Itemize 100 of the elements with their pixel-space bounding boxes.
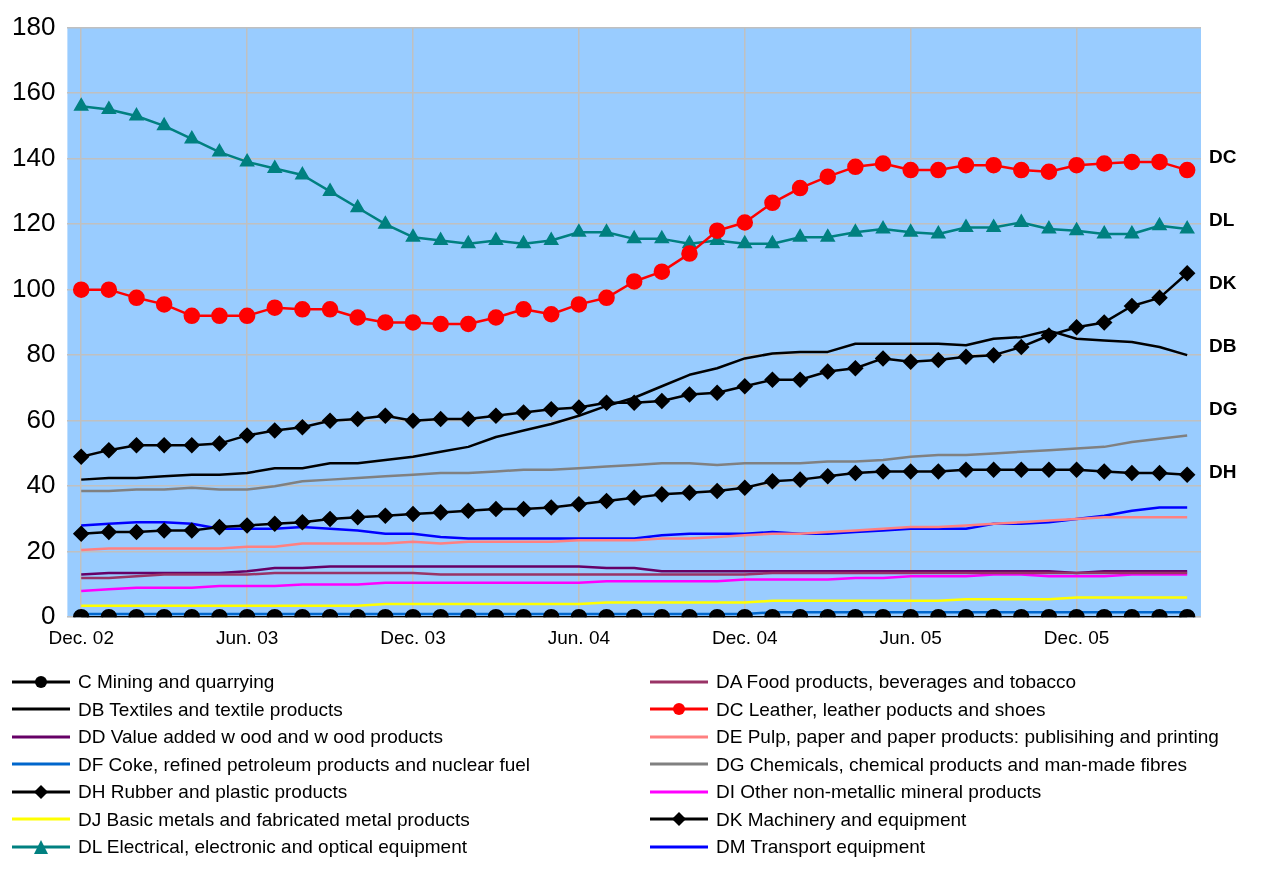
x-tick-label: Dec. 03	[380, 626, 446, 648]
point	[985, 156, 1002, 174]
point	[294, 301, 311, 318]
point	[709, 385, 725, 401]
point	[1069, 222, 1084, 236]
y-tick-label: 60	[26, 403, 56, 434]
point	[625, 273, 643, 290]
point	[1013, 339, 1030, 355]
point	[792, 371, 808, 388]
point	[238, 307, 256, 325]
point	[598, 493, 615, 509]
point	[1068, 319, 1085, 336]
x-tick-label: Dec. 04	[712, 626, 778, 648]
point	[432, 504, 449, 521]
legend-label: DA Food products, beverages and tobacco	[716, 670, 1077, 694]
x-tick-label: Jun. 03	[215, 626, 279, 648]
point	[1151, 290, 1168, 306]
point	[1179, 265, 1195, 282]
point	[847, 360, 864, 377]
point	[1151, 153, 1168, 171]
point	[1068, 156, 1085, 174]
point	[433, 232, 448, 246]
legend-label: DD Value added w ood and w ood products	[78, 725, 444, 749]
point	[543, 401, 559, 417]
point	[350, 200, 365, 213]
point	[211, 307, 228, 325]
point	[460, 411, 477, 427]
point	[432, 411, 449, 427]
y-tick-label: 80	[26, 338, 56, 369]
point	[930, 161, 947, 179]
point	[571, 399, 587, 416]
point	[902, 161, 919, 179]
point	[708, 222, 726, 239]
point	[985, 462, 1002, 478]
legend-label: DE Pulp, paper and paper products: publisihing and printing	[716, 725, 1219, 749]
x-tick-label: Jun. 04	[547, 626, 611, 648]
point	[681, 386, 698, 403]
text: DG	[1209, 397, 1238, 419]
point	[128, 524, 145, 540]
point	[902, 463, 919, 480]
point	[543, 499, 559, 516]
point	[1014, 214, 1029, 227]
point	[155, 296, 173, 313]
point	[847, 158, 864, 176]
legend-label: DF Coke, refined petroleum products and nuclear fuel	[78, 752, 531, 777]
text: DB	[1209, 334, 1237, 356]
point	[931, 226, 946, 239]
point	[1179, 466, 1195, 483]
point	[487, 309, 505, 326]
point	[100, 281, 118, 298]
point	[737, 236, 752, 249]
point	[404, 314, 422, 331]
text: DH	[1209, 460, 1237, 482]
point	[876, 221, 890, 234]
point	[460, 502, 477, 519]
legend-label: DK Machinery and equipment	[716, 807, 967, 832]
point	[1124, 465, 1140, 481]
point	[903, 224, 918, 237]
point	[294, 419, 311, 435]
point	[267, 516, 283, 532]
point	[709, 483, 725, 499]
point	[654, 231, 669, 244]
point	[73, 448, 89, 465]
y-tick-label: 40	[26, 469, 56, 500]
point	[848, 224, 863, 237]
point	[322, 412, 338, 429]
point	[626, 489, 642, 506]
point	[1013, 462, 1030, 478]
point	[488, 501, 504, 517]
point	[349, 411, 366, 427]
legend-label: C Mining and quarrying	[78, 670, 275, 694]
point	[737, 378, 753, 395]
point	[626, 394, 642, 411]
point	[1123, 153, 1141, 171]
point	[791, 179, 809, 197]
point	[101, 524, 117, 540]
point	[516, 236, 531, 249]
point	[212, 144, 227, 157]
point	[958, 462, 974, 478]
legend-label: DC Leather, leather poducts and shoes	[716, 697, 1046, 722]
legend-label: DI Other non-metallic mineral products	[716, 780, 1042, 804]
point	[737, 480, 753, 496]
text: DL	[1209, 208, 1235, 230]
point	[405, 412, 421, 429]
point	[1041, 462, 1057, 478]
point	[349, 309, 366, 326]
point	[128, 289, 145, 307]
point	[240, 154, 254, 167]
point	[875, 463, 891, 480]
point	[792, 471, 808, 488]
point	[627, 231, 642, 244]
point	[598, 289, 615, 307]
point	[1180, 221, 1195, 234]
point	[819, 468, 836, 485]
legend-label: DJ Basic metals and fabricated metal products	[78, 807, 470, 832]
point	[875, 350, 891, 367]
point	[432, 315, 449, 333]
point	[156, 437, 172, 453]
point	[101, 101, 116, 114]
point	[73, 525, 89, 542]
